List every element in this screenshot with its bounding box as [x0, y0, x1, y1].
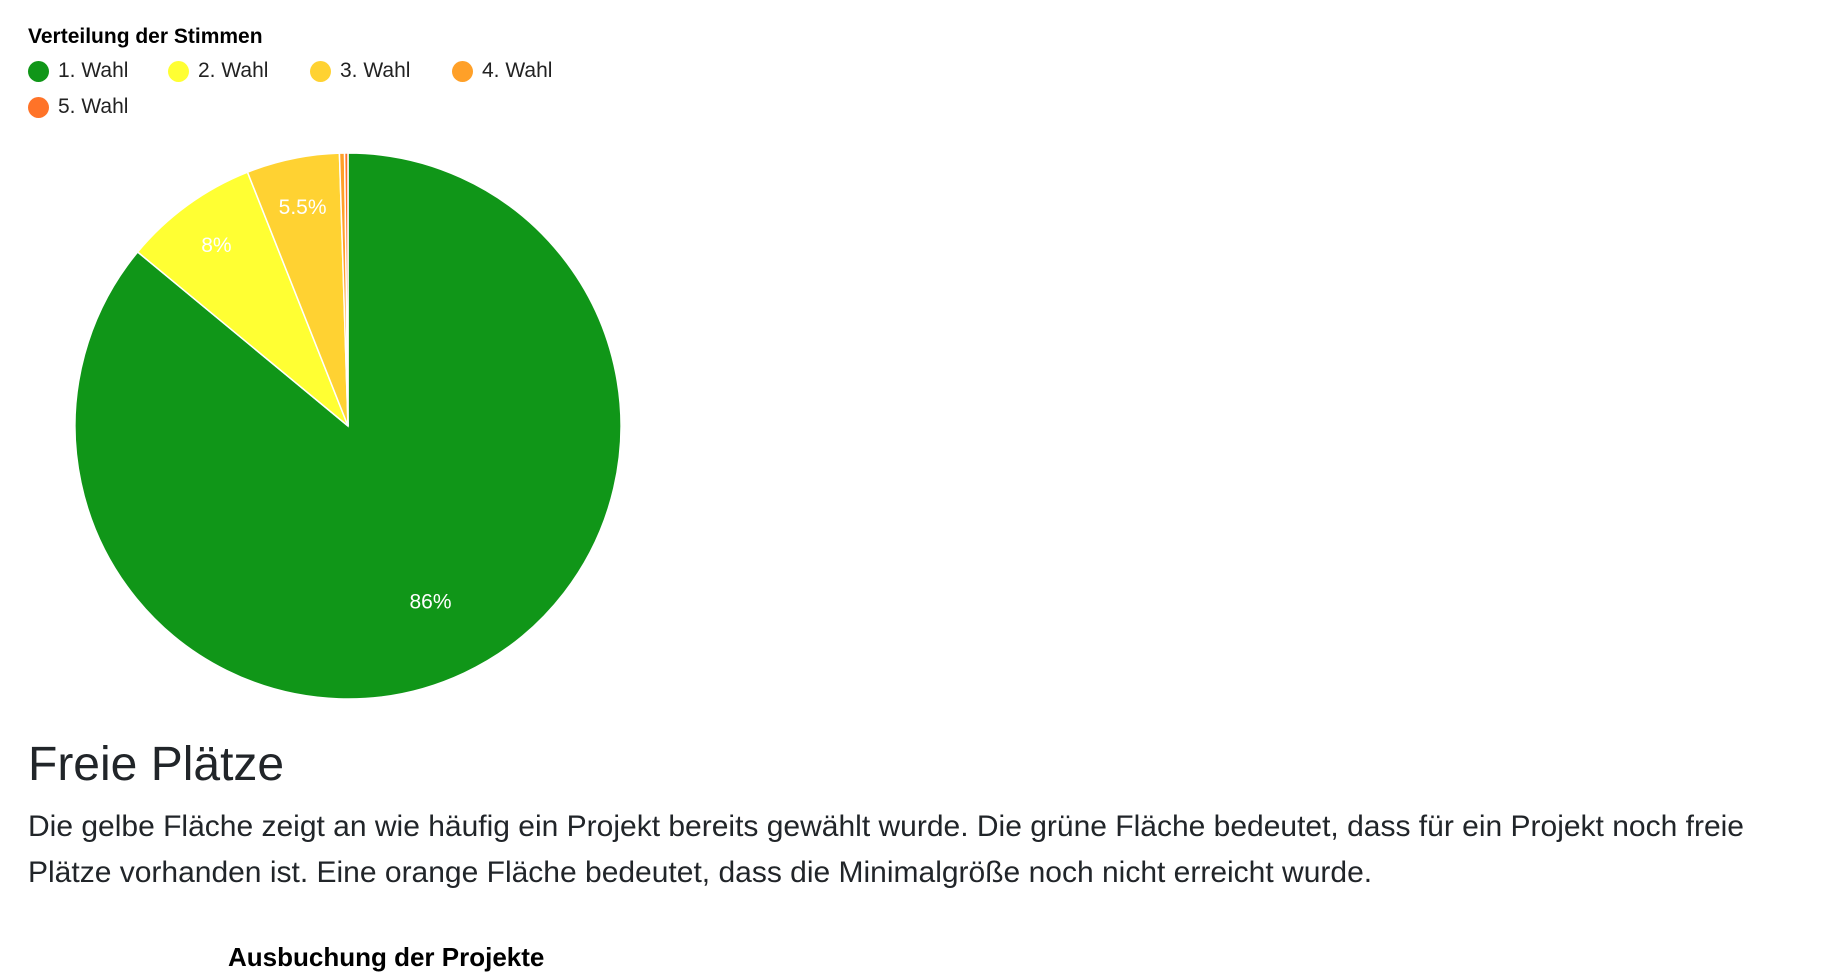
chart-title: Verteilung der Stimmen — [28, 25, 263, 48]
legend-swatch — [28, 60, 49, 82]
legend-swatch — [310, 60, 331, 82]
pie-slice[interactable] — [136, 171, 349, 427]
next-chart-title: Ausbuchung der Projekte — [228, 942, 545, 972]
legend-item[interactable]: 2. Wahl — [168, 56, 268, 86]
section-description: Die gelbe Fläche zeigt an wie häufig ein… — [28, 810, 1744, 889]
legend-label: 5. Wahl — [58, 95, 129, 118]
pie-slice[interactable] — [343, 152, 349, 427]
votes-chart: Verteilung der Stimmen 1. Wahl 2. Wahl 3. … — [28, 22, 728, 132]
legend-item[interactable]: 3. Wahl — [310, 56, 410, 86]
legend-item[interactable]: 5. Wahl — [28, 92, 128, 122]
legend-item[interactable]: 1. Wahl — [28, 56, 128, 86]
chart-legend: 1. Wahl 2. Wahl 3. Wahl 4. Wahl 5. Wahl — [28, 56, 648, 132]
legend-label: 4. Wahl — [482, 59, 553, 82]
free-places-section: Freie Plätze Die gelbe Fläche zeigt an w… — [28, 736, 1828, 896]
legend-swatch — [28, 96, 49, 118]
legend-swatch — [452, 60, 473, 82]
legend-label: 3. Wahl — [340, 59, 411, 82]
legend-swatch — [168, 60, 189, 82]
legend-label: 2. Wahl — [198, 59, 269, 82]
legend-label: 1. Wahl — [58, 59, 129, 82]
section-heading: Freie Plätze — [28, 738, 285, 791]
legend-item[interactable]: 4. Wahl — [452, 56, 552, 86]
